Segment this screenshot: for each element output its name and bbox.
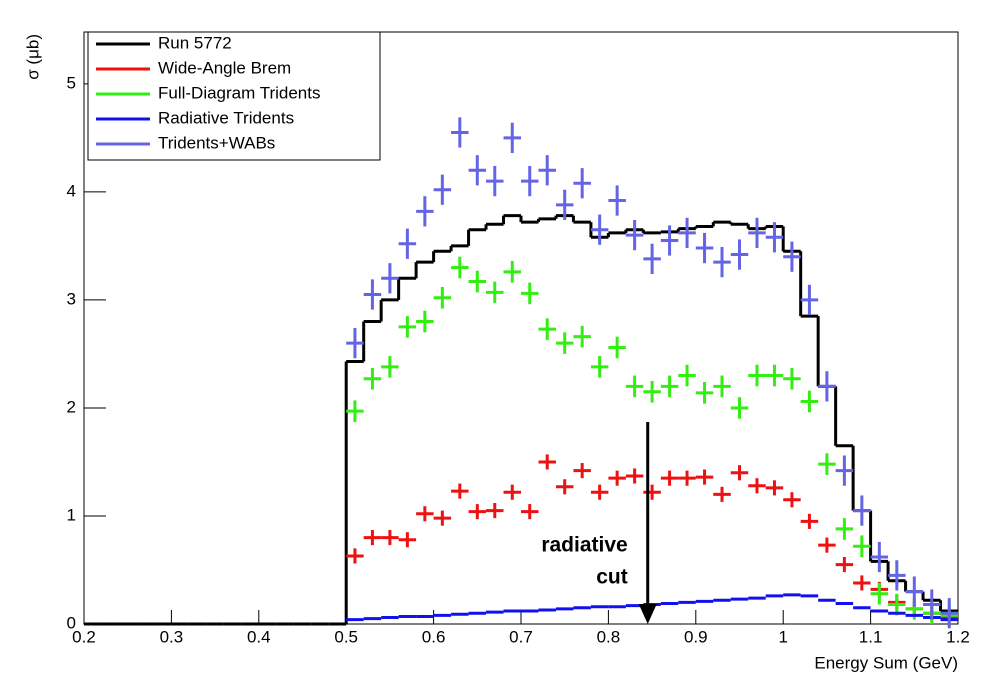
y-tick-label: 1	[67, 505, 76, 524]
annotation-text: cut	[596, 566, 628, 589]
legend-label: Radiative Tridents	[158, 108, 294, 127]
y-tick-label: 0	[67, 613, 76, 632]
legend-box	[87, 31, 381, 161]
legend-label: Tridents+WABs	[158, 133, 275, 152]
annotation-text: radiative	[541, 534, 627, 557]
x-tick-label: 0.2	[72, 627, 96, 646]
y-tick-label: 3	[67, 289, 76, 308]
legend-label: Full-Diagram Tridents	[158, 83, 321, 102]
legend-label: Wide-Angle Brem	[158, 58, 291, 77]
legend-label: Run 5772	[158, 33, 232, 52]
x-tick-label: 0.4	[247, 627, 271, 646]
y-tick-label: 5	[67, 73, 76, 92]
annotation-arrowhead	[638, 604, 657, 624]
x-tick-label: 0.9	[684, 627, 708, 646]
x-tick-label: 0.3	[160, 627, 184, 646]
x-axis-label: Energy Sum (GeV)	[814, 653, 958, 672]
x-tick-label: 0.7	[509, 627, 533, 646]
x-tick-label: 1.1	[859, 627, 883, 646]
x-tick-label: 0.6	[422, 627, 446, 646]
x-tick-label: 1.2	[946, 627, 970, 646]
x-tick-label: 0.5	[334, 627, 358, 646]
y-tick-label: 2	[67, 397, 76, 416]
x-tick-label: 1	[778, 627, 787, 646]
x-tick-label: 0.8	[597, 627, 621, 646]
y-tick-label: 4	[67, 181, 76, 200]
y-axis-label: σ (μb)	[23, 34, 42, 80]
